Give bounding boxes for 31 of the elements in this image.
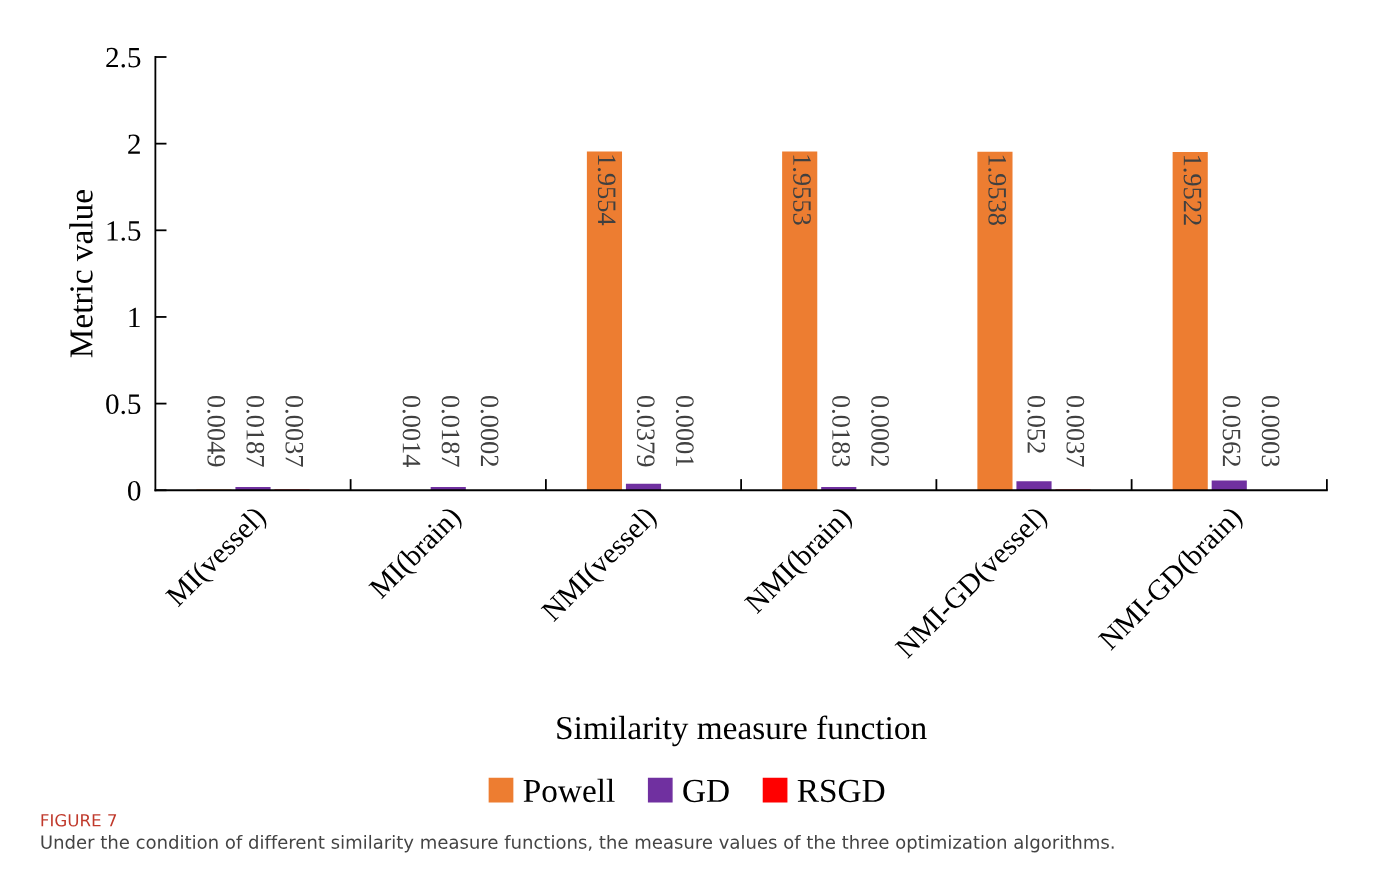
data-label: 0.0002 bbox=[480, 395, 499, 467]
data-label: 0.052 bbox=[1027, 395, 1046, 453]
y-tick-label: 2 bbox=[128, 134, 140, 154]
legend-label: RSGD bbox=[797, 779, 885, 803]
data-label: 1.9538 bbox=[988, 155, 1007, 225]
y-axis-title: Metric value bbox=[69, 190, 93, 358]
data-label: 0.0014 bbox=[402, 395, 421, 468]
data-label: 1.9553 bbox=[792, 155, 811, 225]
data-label: 0.0049 bbox=[207, 395, 226, 467]
x-axis-title: Similarity measure function bbox=[557, 715, 927, 747]
data-label: 0.0183 bbox=[832, 395, 850, 467]
y-tick-label: 2.5 bbox=[106, 47, 141, 68]
y-tick-label: 0.5 bbox=[106, 394, 141, 415]
y-tick-label: 1 bbox=[129, 307, 140, 328]
data-label: 0.0003 bbox=[1261, 395, 1280, 467]
y-tick-label: 1.5 bbox=[107, 221, 141, 241]
data-label: 0.0187 bbox=[246, 395, 265, 467]
y-tick-label: 0 bbox=[128, 480, 141, 501]
data-label: 0.0037 bbox=[1066, 395, 1085, 467]
data-label: 1.9554 bbox=[597, 155, 616, 226]
data-label: 0.0001 bbox=[675, 395, 694, 466]
legend-label: Powell bbox=[523, 778, 615, 803]
data-label: 0.0379 bbox=[636, 395, 655, 467]
data-label: 0.0562 bbox=[1222, 395, 1241, 467]
data-label: 0.0187 bbox=[441, 395, 460, 467]
data-label: 1.9522 bbox=[1183, 155, 1202, 225]
data-label: 0.0002 bbox=[871, 395, 889, 467]
text: Under the condition of different similarity measure functions, the measure values of the three optimization algorithms. bbox=[41, 834, 1114, 853]
legend-label: GD bbox=[683, 779, 729, 803]
caption: FIGURE 7 bbox=[41, 813, 117, 827]
data-label: 0.0037 bbox=[285, 395, 304, 467]
